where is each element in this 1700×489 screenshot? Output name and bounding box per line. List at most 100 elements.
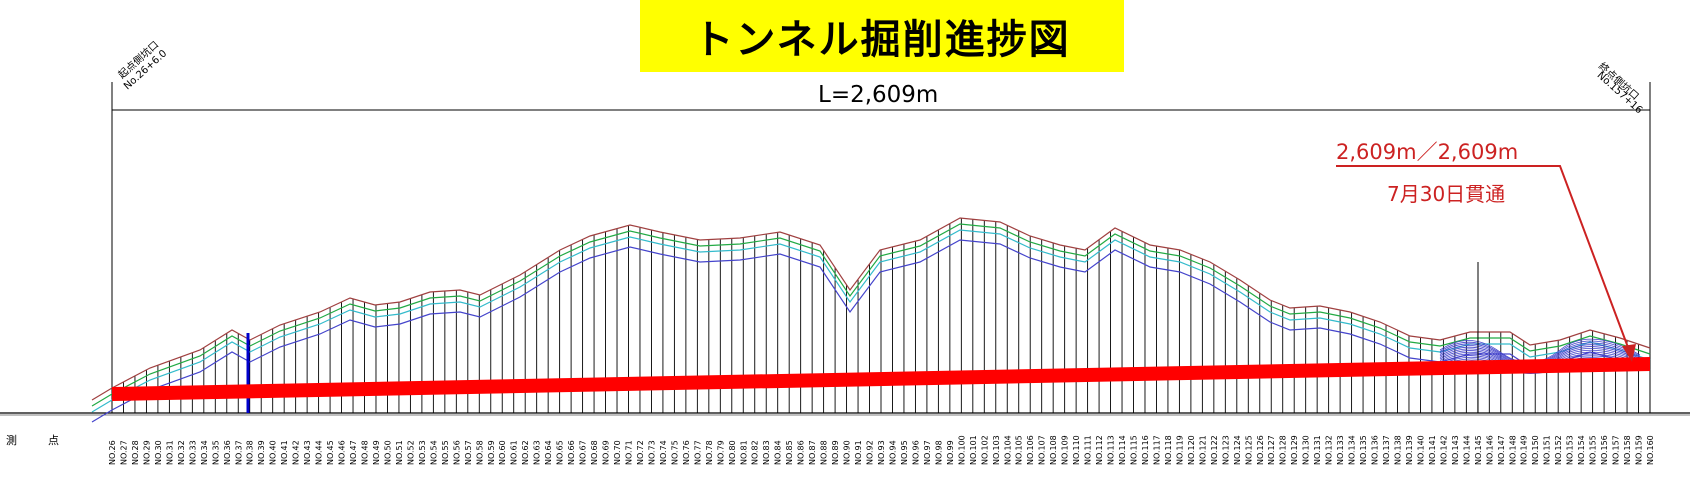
station-tick-label: NO.53 <box>418 440 427 465</box>
station-tick-label: NO.118 <box>1164 435 1173 465</box>
station-tick-label: NO.59 <box>487 440 496 465</box>
station-tick-label: NO.128 <box>1279 435 1288 465</box>
station-tick-label: NO.71 <box>624 440 633 465</box>
diagram-title: トンネル掘削進捗図 <box>693 17 1071 63</box>
title-banner: トンネル掘削進捗図 <box>640 0 1124 72</box>
station-tick-label: NO.72 <box>636 440 645 465</box>
station-tick-label: NO.138 <box>1393 435 1402 465</box>
station-tick-label: NO.126 <box>1256 435 1265 465</box>
station-tick-label: NO.36 <box>223 440 232 465</box>
station-tick-label: NO.120 <box>1187 435 1196 465</box>
station-tick-label: NO.150 <box>1531 435 1540 465</box>
station-tick-label: NO.144 <box>1462 435 1471 465</box>
station-tick-label: NO.156 <box>1600 435 1609 465</box>
station-tick-label: NO.35 <box>211 440 220 465</box>
station-tick-label: NO.43 <box>303 440 312 465</box>
station-tick-label: NO.29 <box>142 440 151 465</box>
station-tick-label: NO.73 <box>647 440 656 465</box>
station-tick-label: NO.146 <box>1485 435 1494 465</box>
station-tick-label: NO.100 <box>957 435 966 465</box>
station-tick-label: NO.86 <box>797 440 806 465</box>
ground-surface-line <box>91 217 1651 401</box>
station-tick-label: NO.158 <box>1623 435 1632 465</box>
station-tick-label: NO.60 <box>498 440 507 465</box>
station-tick-labels: NO.26 NO.27 NO.28 NO.29 NO.30 NO.31 NO.32 NO.33… <box>108 435 1655 465</box>
station-tick-label: NO.63 <box>533 440 542 465</box>
station-tick-label: NO.122 <box>1210 435 1219 465</box>
station-tick-label: NO.27 <box>119 440 128 465</box>
station-tick-label: NO.38 <box>246 440 255 465</box>
station-tick-label: NO.129 <box>1290 435 1299 465</box>
station-tick-label: NO.111 <box>1084 435 1093 465</box>
station-tick-label: NO.79 <box>716 440 725 465</box>
annotation-arrowhead <box>1622 344 1636 362</box>
station-tick-label: NO.130 <box>1302 435 1311 465</box>
layer-line-green <box>91 223 1651 407</box>
ground-profile-lines <box>91 217 1651 423</box>
station-tick-label: NO.95 <box>900 440 909 465</box>
station-tick-label: NO.123 <box>1221 435 1230 465</box>
station-tick-label: NO.114 <box>1118 435 1127 465</box>
station-tick-label: NO.70 <box>613 440 622 465</box>
tunnel-length-label: L=2,609m <box>818 82 939 108</box>
station-tick-label: NO.54 <box>429 440 438 465</box>
station-tick-label: NO.40 <box>269 440 278 465</box>
station-tick-label: NO.141 <box>1428 435 1437 465</box>
station-tick-label: NO.135 <box>1359 435 1368 465</box>
station-tick-label: NO.131 <box>1313 435 1322 465</box>
station-tick-label: NO.154 <box>1577 435 1586 465</box>
station-tick-label: NO.76 <box>682 440 691 465</box>
station-tick-label: NO.81 <box>739 440 748 465</box>
station-tick-label: NO.68 <box>590 440 599 465</box>
station-tick-label: NO.127 <box>1267 435 1276 465</box>
station-tick-label: NO.117 <box>1152 435 1161 465</box>
station-tick-label: NO.160 <box>1646 435 1655 465</box>
station-tick-label: NO.47 <box>349 440 358 465</box>
station-tick-label: NO.103 <box>992 435 1001 465</box>
station-tick-label: NO.139 <box>1405 435 1414 465</box>
station-tick-label: NO.157 <box>1612 435 1621 465</box>
station-tick-label: NO.90 <box>843 440 852 465</box>
station-tick-label: NO.140 <box>1416 435 1425 465</box>
station-tick-label: NO.102 <box>980 435 989 465</box>
station-tick-label: NO.116 <box>1141 435 1150 465</box>
row-label-a: 測 <box>6 434 17 447</box>
station-tick-label: NO.66 <box>567 440 576 465</box>
station-tick-label: NO.109 <box>1061 435 1070 465</box>
station-tick-label: NO.62 <box>521 440 530 465</box>
station-tick-label: NO.89 <box>831 440 840 465</box>
station-tick-label: NO.133 <box>1336 435 1345 465</box>
station-tick-label: NO.107 <box>1038 435 1047 465</box>
station-tick-label: NO.159 <box>1635 435 1644 465</box>
station-tick-label: NO.50 <box>383 440 392 465</box>
station-tick-label: NO.153 <box>1566 435 1575 465</box>
station-tick-label: NO.132 <box>1325 435 1334 465</box>
station-tick-label: NO.82 <box>751 440 760 465</box>
station-tick-label: NO.99 <box>946 440 955 465</box>
station-tick-label: NO.28 <box>131 440 140 465</box>
station-tick-label: NO.85 <box>785 440 794 465</box>
station-tick-label: NO.39 <box>257 440 266 465</box>
station-tick-label: NO.91 <box>854 440 863 465</box>
station-tick-label: NO.46 <box>338 440 347 465</box>
station-tick-label: NO.97 <box>923 440 932 465</box>
station-lines <box>0 82 1690 416</box>
station-tick-label: NO.55 <box>441 440 450 465</box>
station-tick-label: NO.113 <box>1107 435 1116 465</box>
station-tick-label: NO.57 <box>464 440 473 465</box>
station-tick-label: NO.30 <box>154 440 163 465</box>
station-tick-label: NO.148 <box>1508 435 1517 465</box>
station-tick-label: NO.88 <box>820 440 829 465</box>
layer-line-cyan <box>91 229 1651 413</box>
station-tick-label: NO.87 <box>808 440 817 465</box>
station-tick-label: NO.104 <box>1003 435 1012 465</box>
excavated-tunnel <box>112 357 1650 401</box>
station-tick-label: NO.34 <box>200 440 209 465</box>
station-tick-label: NO.110 <box>1072 435 1081 465</box>
station-tick-label: NO.119 <box>1175 435 1184 465</box>
station-tick-label: NO.58 <box>475 440 484 465</box>
station-tick-label: NO.49 <box>372 440 381 465</box>
station-tick-label: NO.151 <box>1543 435 1552 465</box>
station-tick-label: NO.93 <box>877 440 886 465</box>
station-tick-label: NO.69 <box>602 440 611 465</box>
